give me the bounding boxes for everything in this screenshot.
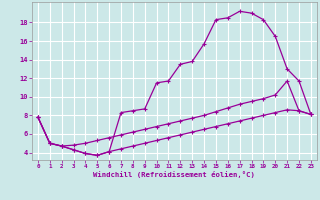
X-axis label: Windchill (Refroidissement éolien,°C): Windchill (Refroidissement éolien,°C) [93,171,255,178]
